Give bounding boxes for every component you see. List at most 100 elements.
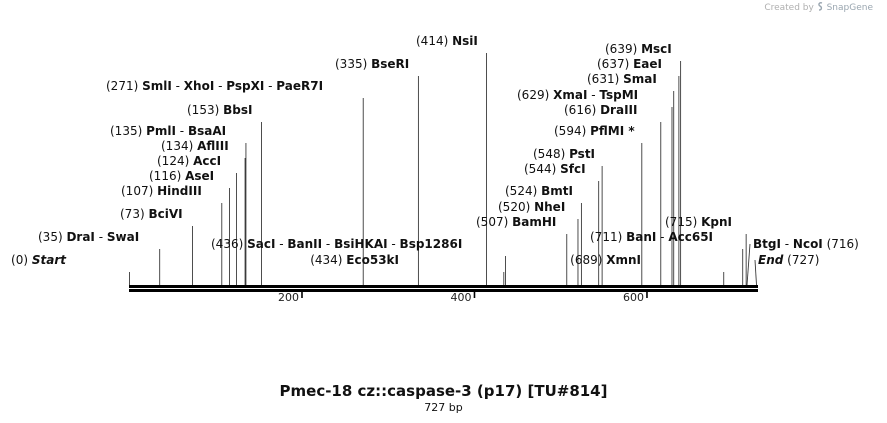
site-name: DraI	[66, 230, 94, 244]
site-name: Eco53kI	[346, 253, 399, 267]
site-name: BbsI	[223, 103, 252, 117]
site-position: (689)	[570, 253, 606, 267]
site-name: NheI	[534, 200, 565, 214]
site-name: End	[758, 253, 784, 267]
site-label-end[interactable]: End (727)	[758, 253, 819, 267]
site-label-smli[interactable]: (271) SmlI - XhoI - PspXI - PaeR7I	[106, 79, 323, 93]
site-name: BmtI	[541, 184, 573, 198]
leader-lines	[129, 53, 757, 286]
name-separator: -	[781, 237, 793, 251]
sequence-backbone	[129, 285, 758, 292]
site-position: (716)	[823, 237, 859, 251]
leader-line-btgi	[746, 243, 751, 286]
site-label-bani[interactable]: (711) BanI - Acc65I	[590, 230, 713, 244]
site-label-eaei[interactable]: (637) EaeI	[597, 57, 662, 71]
site-name: PaeR7I	[276, 79, 323, 93]
ruler-ticks: 200 400 600	[278, 291, 648, 304]
site-labels: (0) Start (35) DraI - SwaI (73) BciVI (107)…	[11, 34, 859, 267]
site-name: XhoI	[184, 79, 215, 93]
name-separator: -	[176, 124, 188, 138]
site-name: SmaI	[623, 72, 657, 86]
site-position: (135)	[110, 124, 146, 138]
site-position: (335)	[335, 57, 371, 71]
name-separator: -	[388, 237, 400, 251]
site-label-kpni[interactable]: (715) KpnI	[665, 215, 732, 229]
site-name: SwaI	[107, 230, 139, 244]
site-position: (637)	[597, 57, 633, 71]
snapgene-logo-icon	[817, 2, 822, 11]
site-name: XmnI	[606, 253, 641, 267]
site-position: (520)	[498, 200, 534, 214]
site-label-pflmi[interactable]: (594) PflMI *	[554, 124, 635, 138]
site-label-sfci[interactable]: (544) SfcI	[524, 162, 586, 176]
site-name: Start	[32, 253, 67, 267]
site-position: (616)	[564, 103, 600, 117]
site-position: (134)	[161, 139, 197, 153]
credit-brand: SnapGene	[826, 3, 873, 13]
sequence-length: 727 bp	[424, 401, 463, 414]
site-label-xmai[interactable]: (629) XmaI - TspMI	[517, 88, 638, 102]
site-name: PflMI *	[590, 124, 635, 138]
name-separator: -	[656, 230, 668, 244]
site-position: (639)	[605, 42, 641, 56]
site-name: BtgI	[753, 237, 781, 251]
site-position: (124)	[157, 154, 193, 168]
site-label-bamhi[interactable]: (507) BamHI	[476, 215, 556, 229]
site-name: XmaI	[553, 88, 587, 102]
map-title: Pmec-18 cz::caspase-3 (p17) [TU#814]	[279, 382, 608, 400]
site-label-drai[interactable]: (35) DraI - SwaI	[38, 230, 139, 244]
site-position: (548)	[533, 147, 569, 161]
site-label-asei[interactable]: (116) AseI	[149, 169, 214, 183]
site-name: PmlI	[146, 124, 176, 138]
site-name: TspMI	[599, 88, 638, 102]
site-label-bbsi[interactable]: (153) BbsI	[187, 103, 252, 117]
site-position: (524)	[505, 184, 541, 198]
site-name: AflIII	[197, 139, 229, 153]
site-name: PstI	[569, 147, 595, 161]
site-label-btgi[interactable]: BtgI - NcoI (716)	[753, 237, 859, 251]
site-name: BanII	[287, 237, 322, 251]
name-separator: -	[95, 230, 107, 244]
site-label-nsii[interactable]: (414) NsiI	[416, 34, 478, 48]
site-label-smai[interactable]: (631) SmaI	[587, 72, 657, 86]
site-label-bmti[interactable]: (524) BmtI	[505, 184, 573, 198]
site-position: (116)	[149, 169, 185, 183]
name-separator: -	[587, 88, 599, 102]
site-position: (107)	[121, 184, 157, 198]
name-separator: -	[322, 237, 334, 251]
site-name: AseI	[185, 169, 214, 183]
credit-prefix: Created by	[764, 3, 814, 13]
site-label-acci[interactable]: (124) AccI	[157, 154, 221, 168]
ruler-tick-label: 600	[623, 291, 644, 304]
leader-line-end	[754, 259, 757, 286]
name-separator: -	[214, 79, 226, 93]
site-label-draiii[interactable]: (616) DraIII	[564, 103, 637, 117]
site-position: (631)	[587, 72, 623, 86]
site-label-bcivi[interactable]: (73) BciVI	[120, 207, 183, 221]
site-name: Acc65I	[668, 230, 713, 244]
site-name: AccI	[193, 154, 221, 168]
site-position: (629)	[517, 88, 553, 102]
site-label-msci[interactable]: (639) MscI	[605, 42, 672, 56]
site-label-saci[interactable]: (436) SacI - BanII - BsiHKAI - Bsp1286I	[211, 237, 462, 251]
site-label-start[interactable]: (0) Start	[11, 253, 67, 267]
site-name: BamHI	[512, 215, 556, 229]
site-label-hindiii[interactable]: (107) HindIII	[121, 184, 202, 198]
site-name: NcoI	[793, 237, 823, 251]
site-label-pmli[interactable]: (135) PmlI - BsaAI	[110, 124, 226, 138]
site-label-afliii[interactable]: (134) AflIII	[161, 139, 229, 153]
site-name: KpnI	[701, 215, 732, 229]
site-name: BsaAI	[188, 124, 226, 138]
site-position: (436)	[211, 237, 247, 251]
site-name: NsiI	[452, 34, 478, 48]
site-label-nhei[interactable]: (520) NheI	[498, 200, 565, 214]
site-position: (507)	[476, 215, 512, 229]
site-label-xmni[interactable]: (689) XmnI	[570, 253, 641, 267]
site-position: (711)	[590, 230, 626, 244]
site-label-psti[interactable]: (548) PstI	[533, 147, 595, 161]
site-name: MscI	[641, 42, 672, 56]
site-label-eco53ki[interactable]: (434) Eco53kI	[310, 253, 399, 267]
site-name: SfcI	[560, 162, 585, 176]
site-label-bseri[interactable]: (335) BseRI	[335, 57, 409, 71]
site-position: (271)	[106, 79, 142, 93]
